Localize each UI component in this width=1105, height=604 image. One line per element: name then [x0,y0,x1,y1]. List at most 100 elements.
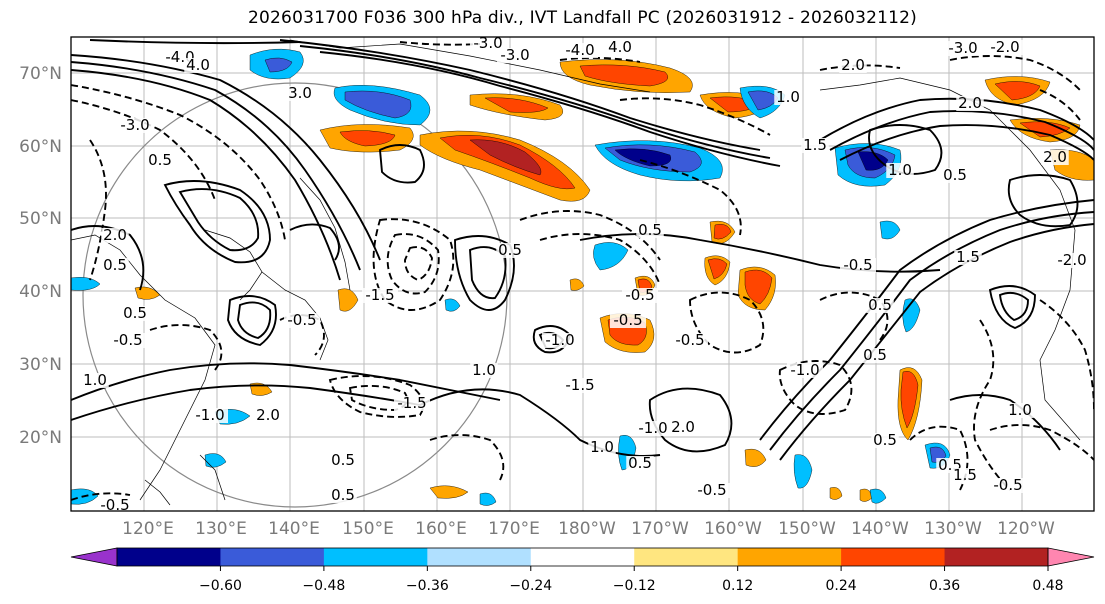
latitude-axis: 70°N 60°N 50°N 40°N 30°N 20°N [19,64,62,448]
contour-label: -2.0 [990,38,1019,56]
colorbar-segment [117,548,221,566]
contour-negative [778,360,853,415]
colorbar-segment [944,548,1049,566]
lon-tick-label: 160°W [704,519,762,539]
lon-tick-label: 150°W [778,519,836,539]
contour-label: -0.5 [100,496,129,514]
divergence-shade [707,258,728,280]
contour-label: 0.5 [863,346,887,364]
contour-label: 2.0 [1043,148,1067,166]
lat-tick-label: 30°N [19,355,62,375]
contour-label-bg [97,498,133,511]
contour-positive [378,144,425,184]
contour-negative [559,56,641,63]
contour-negative [819,64,901,71]
divergence-shade [879,220,901,240]
divergence-shade [479,492,497,506]
lon-tick-label: 120°E [122,519,174,539]
contour-negative [519,210,661,261]
contour-label: 1.0 [1008,401,1032,419]
contour-label-bg [626,456,654,471]
colorbar-tick-label: −0.24 [509,578,552,594]
contour-label: 1.0 [776,88,800,106]
contour-positive [998,291,1029,322]
divergence-shade [614,148,671,167]
contour-negative [386,233,440,295]
contour-negative [71,84,286,241]
contour-negative [372,218,455,311]
contour-label-bg [861,348,889,363]
contour-label-bg [951,468,979,483]
contour-label: -1.5 [365,286,394,304]
contour-label: -1.0 [545,331,574,349]
contour-label-bg [81,373,109,388]
lat-tick-label: 40°N [19,282,62,302]
contour-positive [419,388,661,457]
lat-tick-label: 60°N [19,137,62,157]
lon-tick-label: 140°W [851,519,909,539]
contour-label: 0.5 [498,241,522,259]
contour-positive [178,188,260,252]
contour-label-bg [871,433,899,448]
contour-label: -1.0 [638,419,667,437]
contour-label-bg [470,37,506,51]
contour-label-bg [1006,403,1034,418]
contour-negative [429,434,505,481]
contour-label: -0.5 [113,331,142,349]
contour-positive [71,61,361,271]
contour-negative [819,291,889,341]
contour-label: -0.5 [613,311,642,329]
contour-negative [89,139,107,281]
divergence-shade [344,90,412,119]
contour-label-bg [394,396,430,411]
contour-negative [71,99,216,201]
contour-labels: -4.0-3.0-3.0 -4.0-3.03.04.04.0 -2.0-3.02.0… [81,37,1090,514]
contour-negative [149,324,223,371]
colorbar: −0.60 −0.48 −0.36 −0.24 −0.12 0.12 0.24 0.36 0.4… [70,547,1095,594]
contour-label-bg [956,96,984,111]
colorbar-segment [737,548,842,566]
lon-tick-label: 130°W [924,519,982,539]
divergence-shade [744,448,767,467]
contour-positive [279,39,761,151]
contour-label-bg [1041,150,1069,165]
divergence-shade [994,81,1041,101]
contour-label-bg [987,40,1023,55]
contour-label-bg [990,478,1026,493]
contour-label-bg [542,333,578,348]
divergence-shade [339,130,396,147]
contour-label-bg [184,58,212,73]
contour-label-bg [866,298,894,313]
contour-label: -1.0 [790,361,819,379]
contour-label: 2.0 [841,56,865,74]
contour-label-bg [945,41,981,56]
contour-label: -0.5 [843,256,872,274]
contour-label: -0.5 [287,311,316,329]
contour-label: 1.5 [953,466,977,484]
colorbar-extend-left [70,547,118,567]
contour-label: 0.5 [628,454,652,472]
contour-positive [237,301,272,340]
lon-tick-label: 150°E [342,519,394,539]
colorbar-tick-label: −0.36 [406,578,449,594]
contour-label: 0.5 [103,256,127,274]
contour-label: -3.0 [948,39,977,57]
divergence-shade [793,454,813,489]
contour-negative [909,425,969,491]
contour-positive [71,225,145,291]
contour-label: 2.0 [671,418,695,436]
contour-negative [619,97,771,136]
contour-label: -0.5 [675,331,704,349]
contour-positive [469,246,507,300]
contour-label-bg [286,86,314,101]
lon-tick-label: 160°E [415,519,467,539]
contour-label: -2.0 [1057,251,1086,269]
colorbar-segment [634,548,739,566]
contour-positive [227,295,277,347]
contour-negative [404,246,433,282]
contour-label: -0.5 [625,286,654,304]
contour-positive [868,124,943,175]
contour-negative [973,319,1011,491]
contour-label-bg [146,153,174,168]
figure-title: 2026031700 F036 300 hPa div., IVT Landfa… [248,8,917,28]
